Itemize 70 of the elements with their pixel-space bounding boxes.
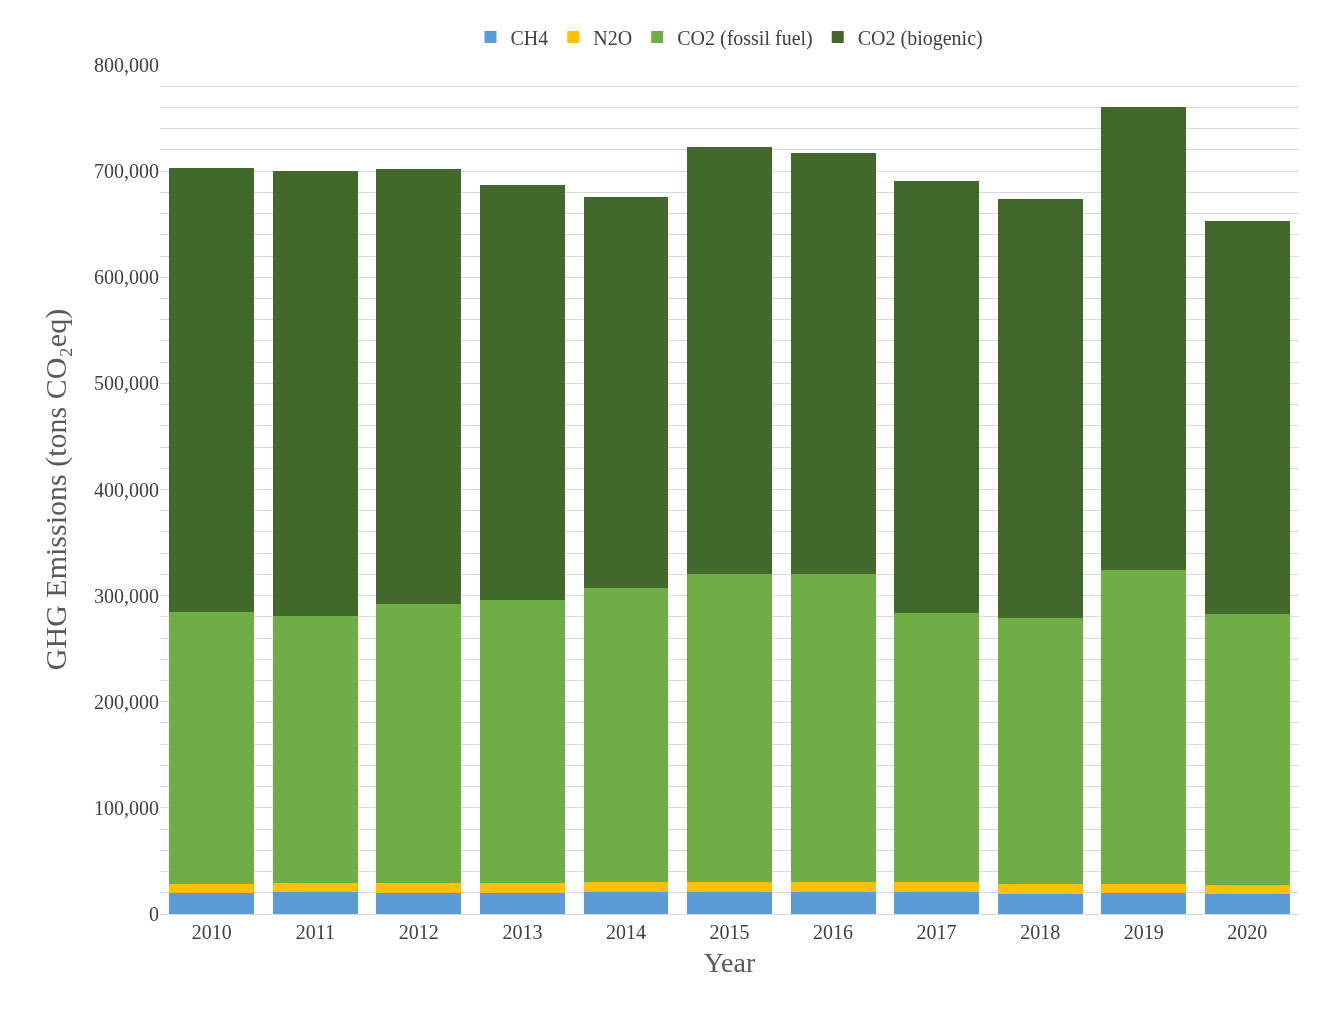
bar [479, 184, 565, 600]
y-tick-label: 300,000 [94, 584, 159, 607]
bar [479, 883, 565, 893]
legend-label: N2O [593, 26, 633, 49]
legend-label: CH4 [510, 26, 549, 49]
bar [894, 180, 980, 613]
bar [997, 198, 1083, 618]
y-tick-label: 0 [149, 903, 159, 925]
legend-label: CO2 (biogenic) [857, 26, 983, 50]
bar [479, 892, 565, 914]
bar [583, 882, 669, 892]
bar [687, 891, 772, 914]
bar [272, 615, 358, 884]
x-tick-label: 2010 [191, 921, 232, 943]
x-tick-label: 2017 [916, 921, 957, 943]
y-axis-title: GHG Emissions (tons CO₂eq) [39, 308, 73, 671]
y-tick-label: 600,000 [94, 266, 159, 289]
x-tick-label: 2011 [295, 921, 335, 943]
bar [479, 599, 565, 884]
bar [376, 883, 462, 893]
bar [997, 893, 1083, 914]
bar [272, 891, 358, 914]
x-axis-title: Year [703, 947, 756, 979]
x-tick-label: 2013 [502, 921, 543, 943]
bar [169, 884, 255, 893]
bar [169, 892, 255, 914]
y-tick-label: 700,000 [94, 160, 159, 183]
bar [894, 882, 980, 892]
bar [894, 891, 980, 914]
bar [1204, 221, 1290, 614]
bar [272, 883, 358, 892]
bar [790, 153, 876, 575]
legend-label: CO2 (fossil fuel) [677, 26, 813, 50]
bar [376, 169, 462, 605]
y-tick-label: 800,000 [94, 54, 159, 76]
y-tick-label: 500,000 [94, 372, 159, 395]
bar [790, 574, 876, 883]
y-tick-label: 200,000 [94, 690, 159, 713]
bar [583, 196, 669, 589]
bar [894, 612, 980, 883]
bar [169, 611, 255, 885]
bar [790, 882, 876, 892]
bar [790, 891, 876, 914]
bar [1101, 107, 1187, 571]
bar [1204, 893, 1290, 914]
bar [376, 604, 462, 884]
bar [169, 167, 255, 612]
bar [1204, 613, 1290, 886]
x-tick-label: 2012 [398, 921, 439, 943]
y-tick-label: 400,000 [94, 478, 159, 501]
bar [687, 146, 772, 575]
x-tick-label: 2019 [1123, 921, 1164, 943]
bar [583, 891, 669, 914]
bar [687, 882, 772, 892]
y-tick-label: 100,000 [94, 796, 159, 819]
bar [1101, 884, 1187, 893]
bar [376, 892, 462, 914]
bar [997, 617, 1083, 885]
bar [1101, 892, 1187, 914]
bar [1101, 570, 1187, 885]
x-tick-label: 2015 [709, 921, 750, 943]
x-tick-label: 2020 [1227, 921, 1268, 943]
bar [687, 574, 772, 883]
x-tick-label: 2014 [605, 921, 646, 943]
bar [272, 171, 358, 616]
x-tick-label: 2018 [1020, 921, 1061, 943]
bar [997, 884, 1083, 894]
x-tick-label: 2016 [813, 921, 854, 943]
bar [583, 588, 669, 883]
bar [1204, 885, 1290, 894]
